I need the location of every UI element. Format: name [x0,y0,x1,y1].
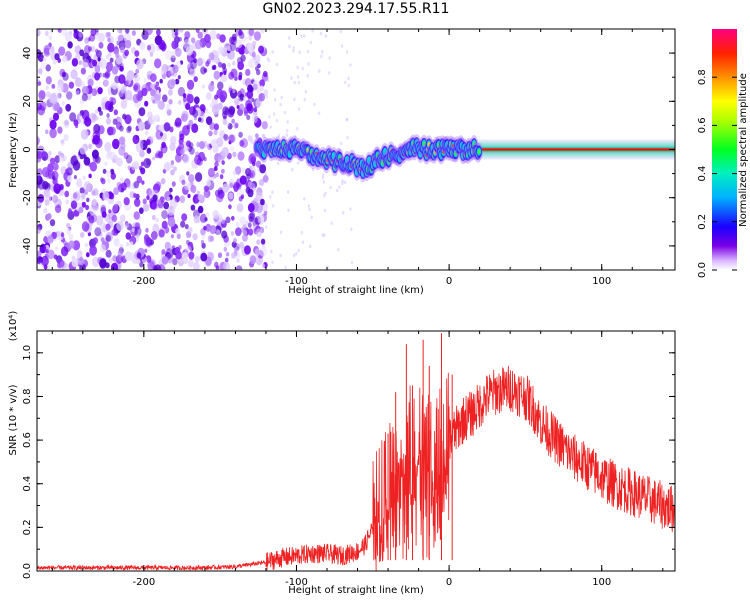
colorbar-tick: 0.2 [697,214,737,230]
spectrogram-x-ticks: -200 -100 0 100 [51,29,664,287]
snr-frame [36,330,676,572]
x-tick-label: 0 [446,276,452,287]
snr-x-axis-label: Height of straight line (km) [288,585,424,596]
colorbar-tick-label: 0.6 [697,117,708,133]
y-tick-label: 0.4 [22,476,33,492]
y-tick-label: 0.0 [22,563,33,579]
snr-panel: -200 -100 0 100 0.0 0.2 0.4 0.6 0.8 1.0 Height o… [8,311,676,596]
spectrogram-y-ticks: -40 -20 0 20 40 [22,28,675,271]
colorbar: 0.0 0.2 0.4 0.6 0.8 Normalized spectral ampl… [697,29,749,278]
y-tick-label: 0.8 [22,389,33,405]
colorbar-tick-label: 0.2 [697,214,708,230]
snr-series-line [37,333,675,571]
y-tick-label: 0.2 [22,519,33,535]
spectrogram-x-axis-label: Height of straight line (km) [288,285,424,296]
y-tick-label: 1.0 [22,345,33,361]
spectrogram-noise-region [37,29,354,270]
snr-y-multiplier: (x10⁴) [8,311,19,342]
y-tick-label: 40 [22,47,33,60]
y-tick-label: 0.6 [22,432,33,448]
y-tick-label: -20 [22,190,33,206]
snr-line-path [37,365,675,571]
colorbar-tick: 0.0 [697,262,737,278]
snr-y-ticks: 0.0 0.2 0.4 0.6 0.8 1.0 [22,330,675,579]
spectrogram-y-axis-label: Frequency (Hz) [8,112,19,188]
colorbar-tick: 0.4 [697,166,737,182]
colorbar-tick-label: 0.4 [697,166,708,182]
snr-x-ticks: -200 -100 0 100 [51,331,664,588]
x-tick-label: 100 [592,276,611,287]
x-tick-label: -200 [132,276,155,287]
snr-y-axis-label: SNR (10 * v/v) [8,384,19,455]
colorbar-tick: 0.8 [697,69,737,85]
colorbar-tick: 0.6 [697,117,737,133]
colorbar-tick-label: 0.0 [697,262,708,278]
snr-plot-area [37,331,675,571]
x-tick-label: -100 [285,577,308,588]
colorbar-tick-label: 0.8 [697,69,708,85]
colorbar-gradient [712,29,737,270]
x-tick-label: 100 [592,577,611,588]
colorbar-label: Normalized spectral amplitude [738,73,749,227]
y-tick-label: -40 [22,238,33,254]
y-tick-label: 0 [22,146,33,152]
x-tick-label: -200 [132,577,155,588]
colorbar-ticks: 0.0 0.2 0.4 0.6 0.8 [697,69,737,278]
chart-title: GN02.2023.294.17.55.R11 [262,1,450,17]
x-tick-label: -100 [285,276,308,287]
y-tick-label: 20 [22,95,33,108]
x-tick-label: 0 [446,577,452,588]
spectrogram-signal-band [252,134,675,183]
